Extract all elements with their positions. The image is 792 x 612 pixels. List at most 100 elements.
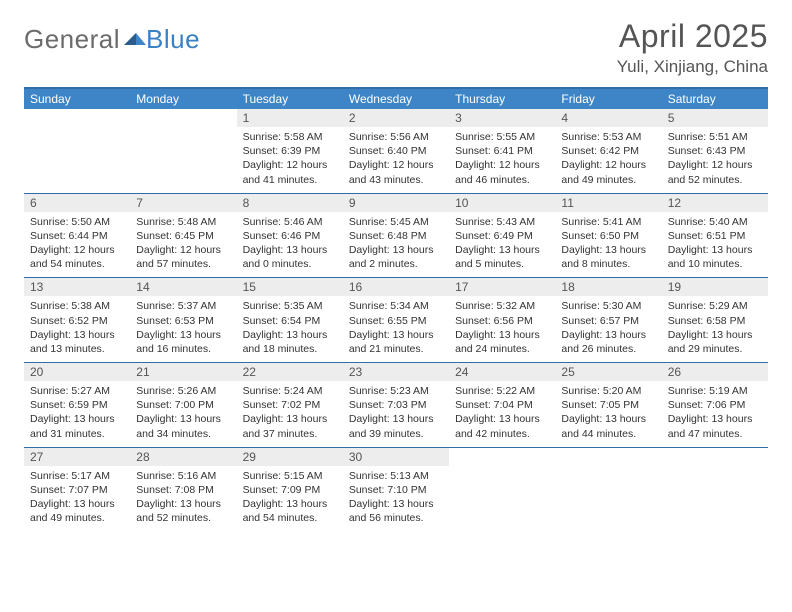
logo-mark-icon — [124, 27, 146, 52]
sunrise-text: Sunrise: 5:17 AM — [30, 469, 124, 483]
day-body: Sunrise: 5:13 AMSunset: 7:10 PMDaylight:… — [343, 466, 449, 532]
day-number: 28 — [130, 448, 236, 466]
day-body: Sunrise: 5:15 AMSunset: 7:09 PMDaylight:… — [237, 466, 343, 532]
calendar-week-row: 13Sunrise: 5:38 AMSunset: 6:52 PMDayligh… — [24, 278, 768, 363]
logo-text-blue: Blue — [146, 24, 200, 55]
sunrise-text: Sunrise: 5:51 AM — [668, 130, 762, 144]
col-header: Sunday — [24, 88, 130, 109]
day-number: 29 — [237, 448, 343, 466]
calendar-day-cell: 17Sunrise: 5:32 AMSunset: 6:56 PMDayligh… — [449, 278, 555, 363]
logo-text-gray: General — [24, 24, 120, 55]
calendar-day-cell: 13Sunrise: 5:38 AMSunset: 6:52 PMDayligh… — [24, 278, 130, 363]
day-body: Sunrise: 5:29 AMSunset: 6:58 PMDaylight:… — [662, 296, 768, 362]
daylight-text: Daylight: 12 hours and 57 minutes. — [136, 243, 230, 271]
logo: General Blue — [24, 24, 200, 55]
daylight-text: Daylight: 13 hours and 16 minutes. — [136, 328, 230, 356]
day-number: 22 — [237, 363, 343, 381]
sunset-text: Sunset: 7:02 PM — [243, 398, 337, 412]
daylight-text: Daylight: 13 hours and 52 minutes. — [136, 497, 230, 525]
sunset-text: Sunset: 7:03 PM — [349, 398, 443, 412]
sunrise-text: Sunrise: 5:19 AM — [668, 384, 762, 398]
day-body: Sunrise: 5:43 AMSunset: 6:49 PMDaylight:… — [449, 212, 555, 278]
calendar-day-cell: 7Sunrise: 5:48 AMSunset: 6:45 PMDaylight… — [130, 193, 236, 278]
sunset-text: Sunset: 6:56 PM — [455, 314, 549, 328]
sunset-text: Sunset: 7:04 PM — [455, 398, 549, 412]
day-number: 10 — [449, 194, 555, 212]
col-header: Wednesday — [343, 88, 449, 109]
day-number: 13 — [24, 278, 130, 296]
day-body: Sunrise: 5:40 AMSunset: 6:51 PMDaylight:… — [662, 212, 768, 278]
calendar-day-cell: 29Sunrise: 5:15 AMSunset: 7:09 PMDayligh… — [237, 447, 343, 531]
day-number: 8 — [237, 194, 343, 212]
daylight-text: Daylight: 12 hours and 49 minutes. — [561, 158, 655, 186]
calendar-day-cell: 3Sunrise: 5:55 AMSunset: 6:41 PMDaylight… — [449, 109, 555, 193]
sunrise-text: Sunrise: 5:13 AM — [349, 469, 443, 483]
sunrise-text: Sunrise: 5:27 AM — [30, 384, 124, 398]
sunset-text: Sunset: 6:39 PM — [243, 144, 337, 158]
calendar-day-cell: . — [24, 109, 130, 193]
sunset-text: Sunset: 6:42 PM — [561, 144, 655, 158]
sunrise-text: Sunrise: 5:22 AM — [455, 384, 549, 398]
daylight-text: Daylight: 12 hours and 46 minutes. — [455, 158, 549, 186]
calendar-day-cell: 6Sunrise: 5:50 AMSunset: 6:44 PMDaylight… — [24, 193, 130, 278]
calendar-day-cell: 2Sunrise: 5:56 AMSunset: 6:40 PMDaylight… — [343, 109, 449, 193]
day-number: 16 — [343, 278, 449, 296]
daylight-text: Daylight: 13 hours and 47 minutes. — [668, 412, 762, 440]
day-body: Sunrise: 5:34 AMSunset: 6:55 PMDaylight:… — [343, 296, 449, 362]
day-body: Sunrise: 5:26 AMSunset: 7:00 PMDaylight:… — [130, 381, 236, 447]
day-body: Sunrise: 5:19 AMSunset: 7:06 PMDaylight:… — [662, 381, 768, 447]
day-number: 9 — [343, 194, 449, 212]
calendar-day-cell: 1Sunrise: 5:58 AMSunset: 6:39 PMDaylight… — [237, 109, 343, 193]
day-number: 21 — [130, 363, 236, 381]
sunset-text: Sunset: 6:44 PM — [30, 229, 124, 243]
daylight-text: Daylight: 13 hours and 21 minutes. — [349, 328, 443, 356]
sunrise-text: Sunrise: 5:15 AM — [243, 469, 337, 483]
calendar-day-cell: 20Sunrise: 5:27 AMSunset: 6:59 PMDayligh… — [24, 363, 130, 448]
daylight-text: Daylight: 12 hours and 41 minutes. — [243, 158, 337, 186]
calendar-day-cell: 15Sunrise: 5:35 AMSunset: 6:54 PMDayligh… — [237, 278, 343, 363]
sunset-text: Sunset: 6:40 PM — [349, 144, 443, 158]
day-body: Sunrise: 5:20 AMSunset: 7:05 PMDaylight:… — [555, 381, 661, 447]
day-body: Sunrise: 5:41 AMSunset: 6:50 PMDaylight:… — [555, 212, 661, 278]
daylight-text: Daylight: 13 hours and 44 minutes. — [561, 412, 655, 440]
calendar-day-cell: 14Sunrise: 5:37 AMSunset: 6:53 PMDayligh… — [130, 278, 236, 363]
daylight-text: Daylight: 13 hours and 10 minutes. — [668, 243, 762, 271]
daylight-text: Daylight: 13 hours and 49 minutes. — [30, 497, 124, 525]
daylight-text: Daylight: 13 hours and 13 minutes. — [30, 328, 124, 356]
calendar-day-cell: 18Sunrise: 5:30 AMSunset: 6:57 PMDayligh… — [555, 278, 661, 363]
sunset-text: Sunset: 7:09 PM — [243, 483, 337, 497]
sunset-text: Sunset: 7:00 PM — [136, 398, 230, 412]
sunrise-text: Sunrise: 5:24 AM — [243, 384, 337, 398]
calendar-day-cell: 11Sunrise: 5:41 AMSunset: 6:50 PMDayligh… — [555, 193, 661, 278]
day-number: 24 — [449, 363, 555, 381]
sunset-text: Sunset: 6:46 PM — [243, 229, 337, 243]
calendar-day-cell: 24Sunrise: 5:22 AMSunset: 7:04 PMDayligh… — [449, 363, 555, 448]
day-number: 5 — [662, 109, 768, 127]
location-subtitle: Yuli, Xinjiang, China — [617, 57, 768, 77]
calendar-day-cell: . — [130, 109, 236, 193]
day-number: 26 — [662, 363, 768, 381]
sunset-text: Sunset: 6:45 PM — [136, 229, 230, 243]
daylight-text: Daylight: 12 hours and 52 minutes. — [668, 158, 762, 186]
calendar-week-row: . . 1Sunrise: 5:58 AMSunset: 6:39 PMDayl… — [24, 109, 768, 193]
sunrise-text: Sunrise: 5:30 AM — [561, 299, 655, 313]
day-number: 12 — [662, 194, 768, 212]
col-header: Monday — [130, 88, 236, 109]
day-number: 1 — [237, 109, 343, 127]
calendar-day-cell: . — [449, 447, 555, 531]
col-header: Thursday — [449, 88, 555, 109]
day-body: Sunrise: 5:16 AMSunset: 7:08 PMDaylight:… — [130, 466, 236, 532]
daylight-text: Daylight: 13 hours and 0 minutes. — [243, 243, 337, 271]
sunrise-text: Sunrise: 5:20 AM — [561, 384, 655, 398]
sunrise-text: Sunrise: 5:50 AM — [30, 215, 124, 229]
day-number: 14 — [130, 278, 236, 296]
daylight-text: Daylight: 13 hours and 56 minutes. — [349, 497, 443, 525]
calendar-day-cell: 28Sunrise: 5:16 AMSunset: 7:08 PMDayligh… — [130, 447, 236, 531]
sunset-text: Sunset: 6:41 PM — [455, 144, 549, 158]
day-number: 23 — [343, 363, 449, 381]
sunset-text: Sunset: 6:48 PM — [349, 229, 443, 243]
day-number: 11 — [555, 194, 661, 212]
calendar-day-cell: 16Sunrise: 5:34 AMSunset: 6:55 PMDayligh… — [343, 278, 449, 363]
sunset-text: Sunset: 6:58 PM — [668, 314, 762, 328]
sunset-text: Sunset: 6:51 PM — [668, 229, 762, 243]
